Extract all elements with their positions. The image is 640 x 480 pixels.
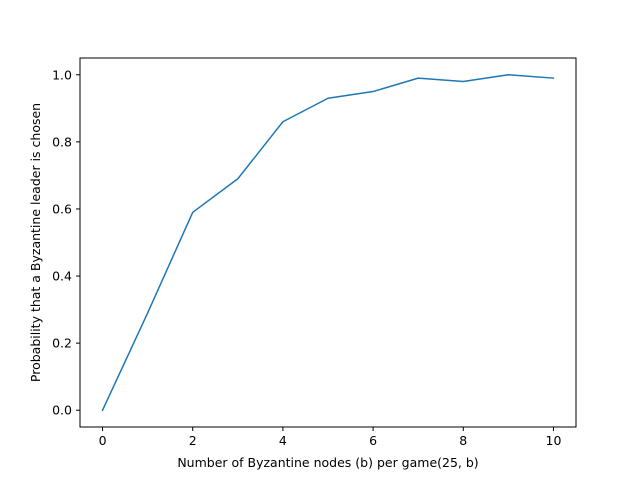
y-tick-label: 0.6 [52, 201, 72, 216]
x-tick-label: 4 [279, 433, 287, 448]
plot-frame [79, 57, 577, 428]
series-layer [101, 74, 555, 412]
x-tick-label: 2 [189, 433, 197, 448]
y-tick-label: 0.2 [52, 336, 72, 351]
x-tick-label: 10 [546, 433, 562, 448]
x-tick-label: 0 [99, 433, 107, 448]
y-axis-label: Probability that a Byzantine leader is c… [28, 103, 43, 382]
y-tick-label: 0.4 [52, 269, 72, 284]
x-tick-label: 8 [459, 433, 467, 448]
x-tick-label: 6 [369, 433, 377, 448]
y-tick-label: 0.8 [52, 134, 72, 149]
y-tick-label: 1.0 [52, 67, 72, 82]
y-tick-label: 0.0 [52, 403, 72, 418]
y-axis-ticks: 0.0 0.2 0.4 0.6 0.8 1.0 [52, 67, 80, 418]
x-axis-label: Number of Byzantine nodes (b) per game(2… [177, 455, 478, 470]
x-axis-ticks: 0 2 4 6 8 10 [99, 427, 562, 448]
